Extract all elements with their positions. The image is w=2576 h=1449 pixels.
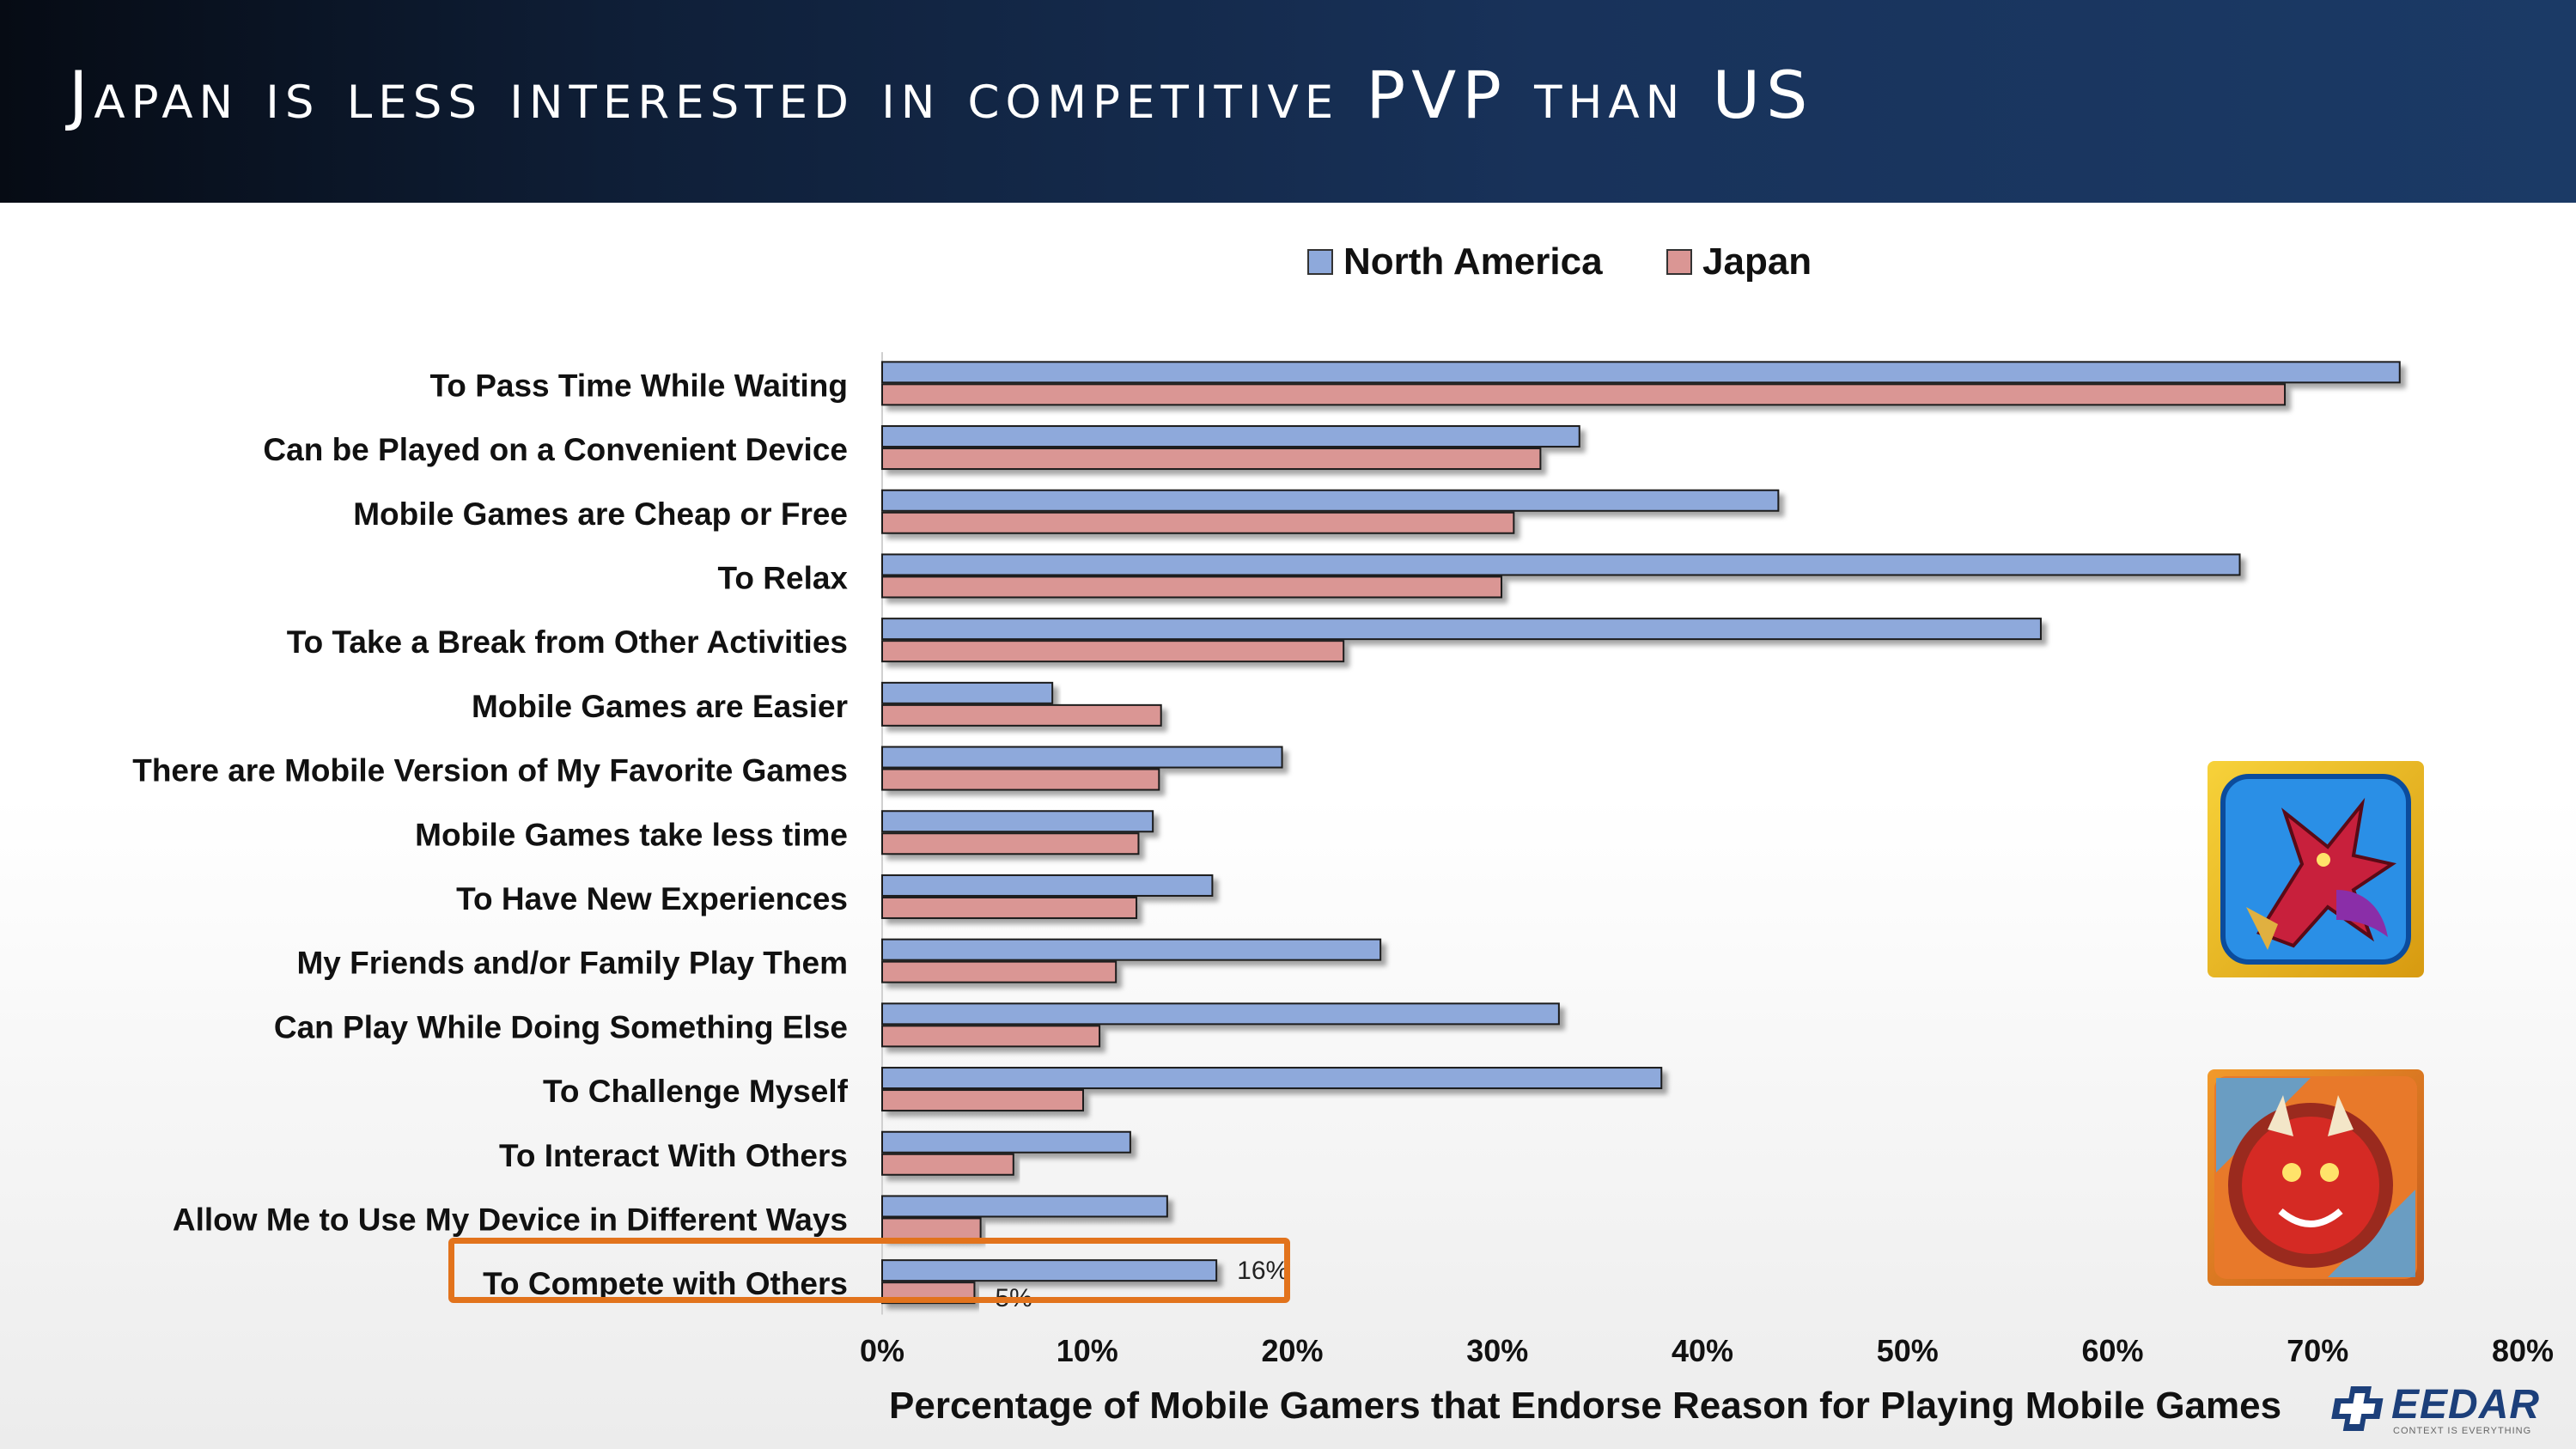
legend-item-north-america: North America: [1307, 240, 1603, 283]
category-label: To Take a Break from Other Activities: [287, 624, 848, 660]
bar-north-america-there-are-mobile-version-of-my-favorite-games: [881, 746, 1283, 769]
bar-north-america-to-take-a-break-from-other-activities: [881, 618, 2042, 641]
bar-japan-mobile-games-are-easier: [881, 703, 1162, 727]
data-label-north-america-compete: 16%: [1237, 1257, 1288, 1285]
x-tick-label: 80%: [2492, 1333, 2554, 1368]
bar-north-america-to-relax: [881, 553, 2241, 576]
dragon-icon: [2220, 774, 2411, 965]
bar-north-america-to-have-new-experiences: [881, 874, 1214, 897]
bar-north-america-mobile-games-are-easier: [881, 681, 1054, 704]
x-tick-label: 30%: [1466, 1333, 1528, 1368]
x-tick-label: 0%: [860, 1333, 904, 1368]
puzzle-and-dragons-app-icon: [2208, 761, 2424, 977]
legend-label-north-america: North America: [1343, 240, 1603, 283]
bar-japan-mobile-games-take-less-time: [881, 832, 1140, 855]
bar-japan-to-challenge-myself: [881, 1089, 1084, 1112]
x-tick-label: 70%: [2287, 1333, 2348, 1368]
category-label: There are Mobile Version of My Favorite …: [132, 753, 848, 788]
eedar-logo-text: EEDAR: [2391, 1382, 2541, 1428]
legend-label-japan: Japan: [1702, 240, 1812, 283]
bar-north-america-to-pass-time-while-waiting: [881, 361, 2401, 384]
category-label: My Friends and/or Family Play Them: [296, 946, 848, 981]
bar-japan-allow-me-to-use-my-device-in-different-ways: [881, 1217, 982, 1240]
category-labels: To Pass Time While Waiting Can be Played …: [132, 368, 848, 1301]
category-label: To Have New Experiences: [456, 881, 848, 916]
category-label: To Challenge Myself: [543, 1074, 849, 1109]
category-label: Allow Me to Use My Device in Different W…: [173, 1202, 848, 1237]
bars-group: [881, 352, 2401, 1315]
bar-north-america-to-challenge-myself: [881, 1067, 1663, 1090]
category-label: To Compete with Others: [483, 1266, 848, 1301]
category-label: To Interact With Others: [499, 1138, 848, 1173]
x-tick-label: 60%: [2081, 1333, 2143, 1368]
category-label: Mobile Games are Easier: [472, 689, 848, 724]
chart-legend: North America Japan: [0, 240, 2576, 292]
category-label: To Pass Time While Waiting: [429, 368, 848, 403]
x-tick-label: 50%: [1877, 1333, 1939, 1368]
x-tick-label: 10%: [1057, 1333, 1118, 1368]
x-tick-label: 40%: [1672, 1333, 1733, 1368]
category-label: Mobile Games take less time: [415, 817, 848, 852]
category-label: Can be Played on a Convenient Device: [263, 432, 848, 467]
bar-japan-there-are-mobile-version-of-my-favorite-games: [881, 768, 1160, 791]
category-label: Can Play While Doing Something Else: [274, 1009, 848, 1044]
legend-swatch-north-america: [1307, 249, 1333, 275]
bar-north-america-mobile-games-are-cheap-or-free: [881, 489, 1780, 512]
eedar-logo: EEDAR CONTEXT IS EVERYTHING: [2328, 1381, 2551, 1438]
bar-japan-to-take-a-break-from-other-activities: [881, 640, 1345, 663]
bar-japan-to-have-new-experiences: [881, 896, 1138, 919]
slide-title: Japan is less interested in competitive …: [69, 57, 1814, 133]
bar-north-america-to-compete-with-others: [881, 1259, 1218, 1282]
bar-north-america-my-friends-and-or-family-play-them: [881, 938, 1382, 961]
devil-icon: [2214, 1076, 2417, 1279]
bar-japan-mobile-games-are-cheap-or-free: [881, 511, 1515, 534]
bar-north-america-can-play-while-doing-something-else: [881, 1002, 1560, 1026]
bar-north-america-mobile-games-take-less-time: [881, 810, 1154, 833]
legend-swatch-japan: [1666, 249, 1692, 275]
eedar-logo-tagline: CONTEXT IS EVERYTHING: [2393, 1426, 2532, 1436]
title-bar: Japan is less interested in competitive …: [0, 0, 2576, 203]
bar-north-america-to-interact-with-others: [881, 1130, 1131, 1154]
bar-japan-to-interact-with-others: [881, 1153, 1014, 1176]
eedar-cross-icon: [2331, 1386, 2384, 1431]
bar-japan-can-play-while-doing-something-else: [881, 1025, 1101, 1048]
x-tick-labels: 0% 10% 20% 30% 40% 50% 60% 70% 80%: [860, 1333, 2554, 1368]
x-tick-label: 20%: [1261, 1333, 1323, 1368]
legend-item-japan: Japan: [1666, 240, 1812, 283]
bar-japan-to-pass-time-while-waiting: [881, 383, 2287, 406]
bar-japan-to-relax: [881, 575, 1503, 599]
x-axis-title: Percentage of Mobile Gamers that Endorse…: [889, 1385, 2282, 1427]
bar-japan-can-be-played-on-a-convenient-device: [881, 447, 1542, 471]
highlight-box-compete: [448, 1238, 1290, 1303]
category-label: To Relax: [718, 560, 849, 595]
monster-strike-app-icon: [2208, 1069, 2424, 1286]
bar-japan-my-friends-and-or-family-play-them: [881, 960, 1117, 983]
bar-north-america-allow-me-to-use-my-device-in-different-ways: [881, 1195, 1168, 1218]
category-label: Mobile Games are Cheap or Free: [353, 496, 848, 532]
bar-north-america-can-be-played-on-a-convenient-device: [881, 425, 1580, 448]
